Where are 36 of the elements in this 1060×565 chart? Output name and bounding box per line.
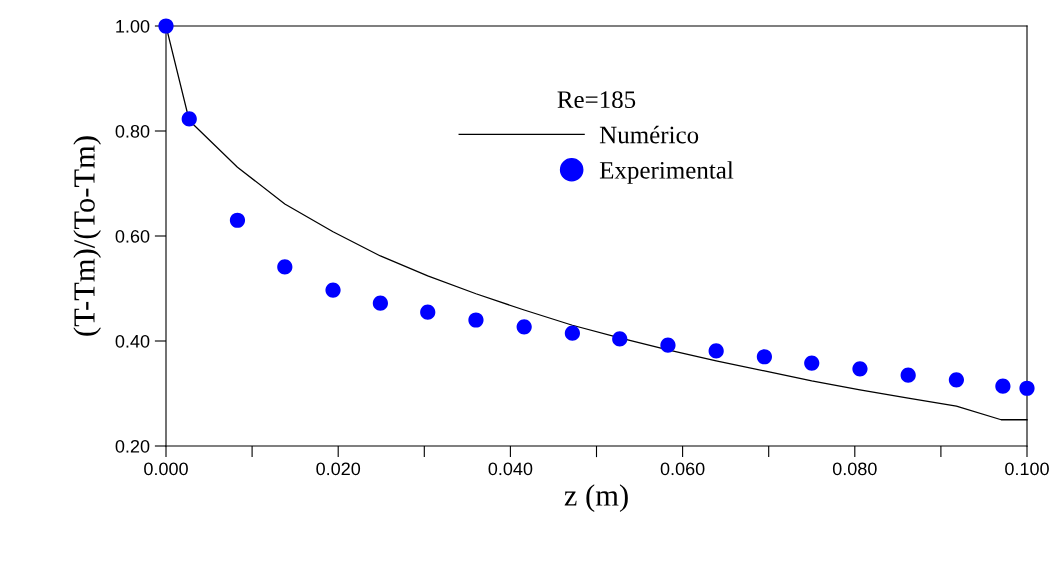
point [277,259,293,275]
y-tick-label: 0.80 [115,124,150,138]
y-tick-label: 1.00 [116,19,150,33]
point [1019,380,1035,396]
point [372,295,388,311]
legend-label: Numérico [599,125,699,144]
x-tick-label: 0.060 [660,462,705,476]
point [325,282,341,298]
point [708,343,724,359]
legend-title: Re=185 [557,91,636,109]
point [900,367,916,383]
y-axis-title: (T-Tm)/(To-Tm) [73,136,101,336]
x-tick-label: 0.000 [144,462,188,476]
point [516,319,532,335]
point [756,349,772,365]
point [804,355,820,371]
y-tick-label: 0.60 [115,229,150,243]
x-tick-label: 0.020 [316,462,361,476]
y-tick-label: 0.20 [115,439,150,453]
legend-label: Experimental [599,161,734,184]
point [229,212,246,228]
x-axis-title: z (m) [564,484,628,513]
point [158,18,174,34]
point [948,372,965,388]
point [852,361,868,377]
point [181,111,197,127]
x-tick-label: 0.080 [832,462,877,476]
point [420,304,436,320]
x-tick-label: 0.040 [488,462,533,476]
point [660,337,676,353]
point [468,312,484,328]
point [612,331,628,347]
point [995,378,1011,394]
x-tick-label: 0.100 [1005,462,1049,476]
y-tick-label: 0.40 [115,334,150,348]
point [564,325,580,341]
